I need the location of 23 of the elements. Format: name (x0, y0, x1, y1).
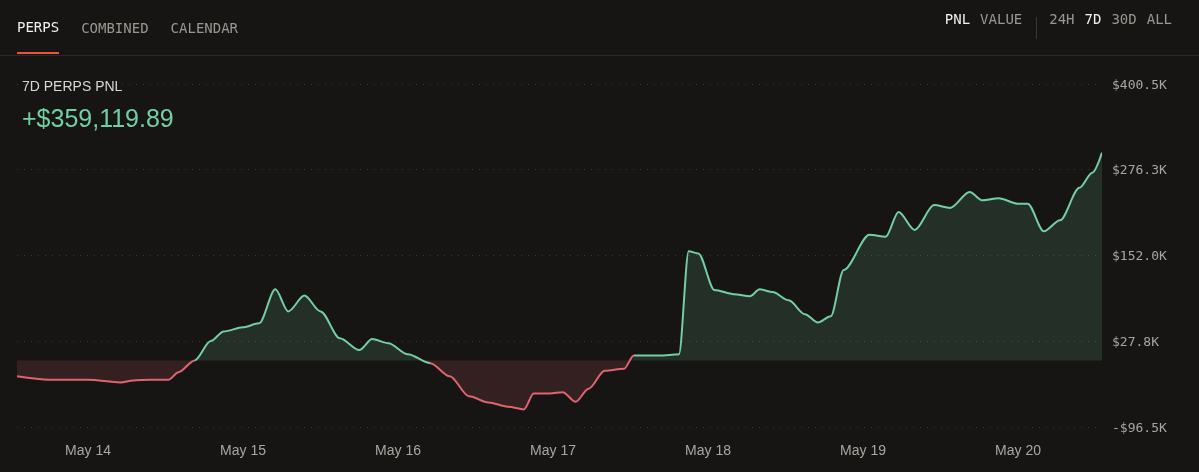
x-tick-label: May 20 (995, 442, 1042, 458)
text: 7D (1084, 11, 1102, 29)
y-tick-label: $276.3K (1112, 162, 1167, 178)
text: CALENDAR (170, 20, 239, 38)
x-tick-label: May 15 (220, 442, 267, 458)
y-tick-label: $400.5K (1112, 76, 1167, 92)
text: ALL (1146, 11, 1172, 29)
chart-title: 7D PERPS PNL (22, 78, 123, 94)
text: PNL (944, 11, 971, 29)
x-tick-label: May 19 (840, 442, 887, 458)
text: +$359,119.89 (22, 103, 174, 132)
x-tick-label: May 17 (530, 442, 577, 458)
text: PERPS (17, 19, 60, 54)
text: 30D (1111, 11, 1137, 29)
y-tick-label: $152.0K (1112, 248, 1167, 263)
text: COMBINED (81, 20, 149, 38)
x-tick-label: May 14 (65, 442, 112, 458)
x-tick-label: May 16 (375, 442, 422, 458)
text: 24H (1049, 11, 1075, 29)
x-tick-label: May 18 (685, 442, 732, 458)
y-tick-label: $27.8K (1112, 333, 1160, 349)
y-tick-label: -$96.5K (1112, 419, 1167, 435)
text: VALUE (980, 11, 1023, 29)
